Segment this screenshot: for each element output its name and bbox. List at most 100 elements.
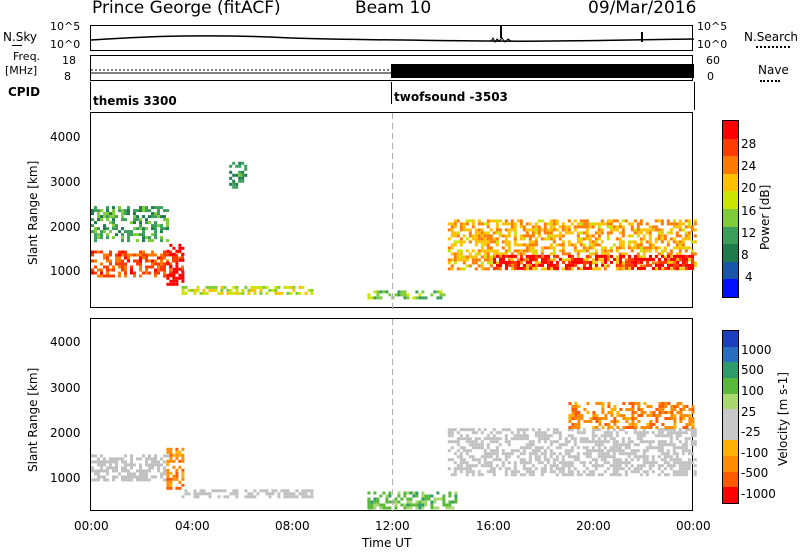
velocity-band-4 (447, 428, 697, 477)
power-cb-tick-20: 20 (741, 181, 757, 195)
nsky-tick-top: 10^5 (50, 20, 81, 33)
power-ytick-2000: 2000 (50, 220, 81, 234)
xtick-6: 00:00 (676, 519, 711, 533)
power-band-0 (91, 250, 184, 278)
power-panel (90, 112, 697, 309)
velocity-cb-swatch-1 (723, 346, 738, 363)
vel-ytick-2000: 2000 (50, 426, 81, 440)
velocity-cb-swatch-0 (723, 331, 738, 347)
vel-ytick-4000: 4000 (50, 335, 81, 349)
nsky-legend-line (12, 45, 22, 46)
power-cb-swatch-8 (723, 261, 738, 280)
xtick-0: 00:00 (74, 519, 109, 533)
vel-cb-tick-m1000: -1000 (741, 487, 776, 501)
power-ylabel: Slant Range [km] (26, 160, 40, 265)
nsearch-tick-top: 10^5 (697, 20, 728, 33)
velocity-ylabel: Slant Range [km] (26, 367, 40, 472)
power-cb-tick-8: 8 (741, 248, 749, 262)
power-band-1 (91, 206, 169, 243)
velocity-cb-swatch-6 (723, 424, 738, 441)
nsky-panel (90, 25, 695, 51)
velocity-band-5 (568, 402, 695, 429)
freq-tick-bottom: 8 (64, 70, 71, 83)
nsky-tick-bottom: 10^0 (50, 38, 81, 51)
power-ytick-3000: 3000 (50, 175, 81, 189)
date-title: 09/Mar/2016 (588, 0, 697, 18)
nave-tick-bottom: 0 (707, 70, 714, 83)
velocity-cb-swatch-5 (723, 409, 738, 425)
velocity-plot (91, 319, 697, 512)
nsky-trace (90, 26, 695, 43)
velocity-colorbar (722, 330, 739, 504)
power-cb-swatch-5 (723, 208, 738, 227)
velocity-cb-swatch-2 (723, 362, 738, 378)
velocity-panel (90, 318, 697, 512)
power-ytick-1000: 1000 (50, 264, 81, 278)
xtick-3: 12:00 (375, 519, 410, 533)
power-ytick-4000: 4000 (50, 130, 81, 144)
power-colorbar (722, 120, 739, 298)
power-cb-tick-4: 4 (745, 270, 753, 284)
xtick-4: 16:00 (476, 519, 511, 533)
power-cb-swatch-2 (723, 156, 738, 174)
power-cb-swatch-7 (723, 244, 738, 262)
cpid-divider (391, 82, 392, 104)
beam-title: Beam 10 (355, 0, 432, 18)
velocity-cb-swatch-3 (723, 377, 738, 394)
velocity-cb-swatch-8 (723, 456, 738, 472)
power-cb-swatch-9 (723, 279, 738, 297)
nave-label: Nave (758, 63, 789, 77)
velocity-band-0 (91, 454, 169, 482)
power-band-3 (181, 285, 314, 295)
cpid-right: twofsound -3503 (394, 90, 508, 104)
freq-trace (91, 64, 694, 78)
power-cb-swatch-3 (723, 173, 738, 192)
xtick-5: 20:00 (576, 519, 611, 533)
freq-panel (90, 55, 694, 81)
vel-ytick-1000: 1000 (50, 471, 81, 485)
velocity-band-1 (166, 447, 185, 490)
power-cb-tick-24: 24 (741, 159, 757, 173)
vel-cb-tick-m25: -25 (741, 425, 761, 439)
vel-cb-tick-m100: -100 (741, 446, 769, 460)
nsearch-legend-line (756, 46, 790, 48)
cpid-left: themis 3300 (93, 94, 177, 108)
vel-cb-tick-25: 25 (741, 405, 757, 419)
nave-legend-line (760, 80, 780, 82)
power-band-7 (493, 254, 694, 270)
vel-cb-tick-100: 100 (741, 384, 764, 398)
velocity-cb-label: Velocity [m s-1] (776, 372, 790, 466)
velocity-cb-swatch-7 (723, 440, 738, 457)
power-band-5 (367, 290, 446, 300)
nsearch-label: N.Search (744, 30, 799, 44)
vel-cb-tick-1000: 1000 (741, 343, 772, 357)
station-title: Prince George (fitACF) (92, 0, 281, 18)
cpid-panel (90, 82, 695, 110)
freq-unit: [MHz] (5, 64, 38, 77)
power-plot (91, 113, 697, 309)
xtick-1: 04:00 (175, 519, 210, 533)
power-cb-swatch-6 (723, 226, 738, 245)
velocity-band-3 (367, 491, 458, 510)
power-cb-swatch-4 (723, 191, 738, 209)
nsearch-tick-bottom: 10^0 (697, 38, 728, 51)
freq-tick-top: 18 (62, 54, 76, 67)
power-cb-tick-16: 16 (741, 204, 757, 218)
cpid-label: CPID (8, 85, 41, 99)
power-cb-swatch-0 (723, 121, 738, 139)
velocity-band-2 (181, 489, 314, 499)
power-cb-swatch-1 (723, 138, 738, 157)
power-cb-tick-28: 28 (741, 137, 757, 151)
nsky-label: N.Sky (3, 30, 38, 44)
velocity-cb-swatch-10 (723, 487, 738, 504)
vel-cb-tick-m500: -500 (741, 466, 769, 480)
x-axis-label: Time UT (362, 536, 412, 550)
freq-label: Freq. (13, 50, 41, 63)
power-cb-label: Power [dB] (758, 184, 772, 250)
velocity-cb-swatch-9 (723, 471, 738, 488)
xtick-2: 08:00 (275, 519, 310, 533)
nave-tick-top: 60 (706, 54, 720, 67)
vel-ytick-3000: 3000 (50, 381, 81, 395)
velocity-cb-swatch-4 (723, 393, 738, 410)
power-cb-tick-12: 12 (741, 226, 757, 240)
